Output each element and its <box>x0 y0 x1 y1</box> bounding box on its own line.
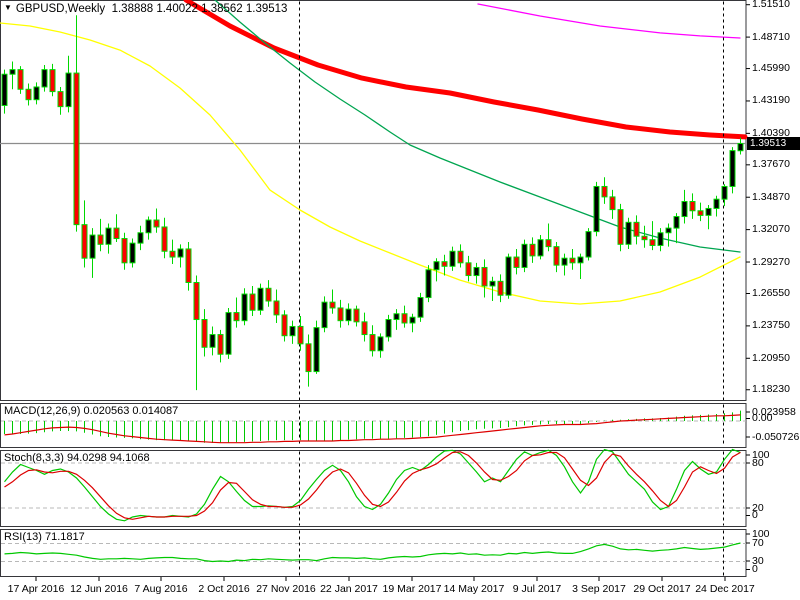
time-axis-label: 14 May 2017 <box>443 583 505 595</box>
stoch-axis-tick: 20 <box>752 501 764 514</box>
time-axis-label: 2 Oct 2016 <box>198 583 250 595</box>
price-axis-tick: 1.40390 <box>752 126 790 139</box>
price-axis-tick: 1.18230 <box>752 383 790 396</box>
symbol-period-label: GBPUSD,Weekly <box>15 3 106 15</box>
stoch-axis-tick: 80 <box>752 456 764 469</box>
macd-axis-tick: 0.023958 <box>752 405 796 418</box>
time-axis-label: 22 Jan 2017 <box>320 583 378 595</box>
sma-yellow <box>0 22 741 305</box>
price-axis-tick: 1.51510 <box>752 0 790 11</box>
current-price-tag: 1.39513 <box>747 137 800 150</box>
macd-indicator-label: MACD(12,26,9) 0.020563 0.014087 <box>4 405 179 417</box>
macd-axis-tick: 0.00 <box>752 412 773 424</box>
time-axis-label: 29 Oct 2017 <box>633 583 691 595</box>
rsi-axis-tick: 30 <box>752 554 764 567</box>
time-axis-label: 27 Nov 2016 <box>256 583 316 595</box>
rsi-axis-tick: 0 <box>752 563 758 575</box>
time-axis-label: 12 Jun 2016 <box>70 583 128 595</box>
rsi-indicator-label: RSI(13) 71.1817 <box>4 531 85 543</box>
time-axis-label: 17 Apr 2016 <box>7 583 65 595</box>
time-axis-label: 24 Dec 2017 <box>695 583 755 595</box>
sma-thin-green <box>214 0 741 253</box>
price-axis-tick: 1.48710 <box>752 30 790 43</box>
sma-magenta <box>477 3 741 39</box>
chart-title: ▼ GBPUSD,Weekly 1.38888 1.40022 1.38562 1… <box>4 3 287 15</box>
rsi-axis-tick: 70 <box>752 536 764 549</box>
macd-axis-tick: -0.050726 <box>752 430 800 443</box>
price-axis-tick: 1.37670 <box>752 158 790 171</box>
price-axis-tick: 1.29270 <box>752 255 790 268</box>
rsi-axis-tick: 100 <box>752 527 770 540</box>
time-axis-label: 3 Sep 2017 <box>572 583 626 595</box>
ohlc-values-label: 1.38888 1.40022 1.38562 1.39513 <box>111 3 288 15</box>
time-axis-label: 7 Aug 2016 <box>134 583 188 595</box>
symbol-dropdown-icon[interactable]: ▼ <box>4 3 12 12</box>
price-axis-tick: 1.20950 <box>752 351 790 364</box>
time-axis-label: 19 Mar 2017 <box>382 583 442 595</box>
sma-200-thick-red <box>183 0 748 140</box>
price-axis-tick: 1.34870 <box>752 190 790 203</box>
price-axis-tick: 1.45990 <box>752 62 790 75</box>
price-axis-tick: 1.43190 <box>752 94 790 107</box>
price-axis-tick: 1.23750 <box>752 319 790 332</box>
price-axis-tick: 1.26550 <box>752 286 790 299</box>
time-axis-label: 9 Jul 2017 <box>512 583 562 595</box>
stoch-axis-tick: 100 <box>752 448 770 461</box>
stochastic-indicator-label: Stoch(8,3,3) 94.0298 94.1068 <box>4 452 150 464</box>
stoch-axis-tick: 0 <box>752 509 758 521</box>
price-axis-tick: 1.32070 <box>752 223 790 236</box>
